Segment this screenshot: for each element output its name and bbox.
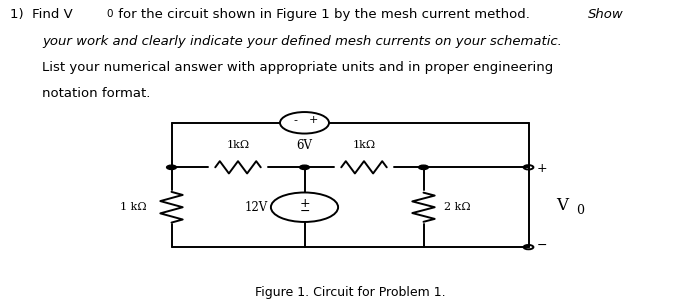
Text: +: +: [537, 162, 547, 175]
Text: +: +: [309, 115, 318, 125]
Text: 0: 0: [576, 204, 584, 217]
Text: −: −: [300, 205, 309, 218]
Text: 1kΩ: 1kΩ: [352, 139, 376, 150]
Text: 2 kΩ: 2 kΩ: [444, 202, 471, 212]
Circle shape: [300, 165, 309, 169]
Text: 12V: 12V: [244, 201, 267, 214]
Text: Figure 1. Circuit for Problem 1.: Figure 1. Circuit for Problem 1.: [255, 286, 445, 299]
Text: +: +: [299, 197, 310, 210]
Text: -: -: [293, 115, 298, 125]
Text: notation format.: notation format.: [42, 87, 150, 100]
Circle shape: [419, 165, 428, 169]
Text: 1kΩ: 1kΩ: [226, 139, 250, 150]
Circle shape: [167, 165, 176, 169]
Text: your work and clearly indicate your defined mesh currents on your schematic.: your work and clearly indicate your defi…: [42, 35, 562, 48]
Text: List your numerical answer with appropriate units and in proper engineering: List your numerical answer with appropri…: [42, 61, 553, 74]
Text: −: −: [537, 239, 547, 252]
Text: for the circuit shown in Figure 1 by the mesh current method.: for the circuit shown in Figure 1 by the…: [114, 8, 534, 21]
Text: 1)  Find V: 1) Find V: [10, 8, 74, 21]
Text: V: V: [556, 197, 568, 214]
Text: Show: Show: [588, 8, 624, 21]
Text: 6V: 6V: [297, 139, 312, 152]
Text: 1 kΩ: 1 kΩ: [120, 202, 146, 212]
Text: 0: 0: [106, 9, 113, 19]
